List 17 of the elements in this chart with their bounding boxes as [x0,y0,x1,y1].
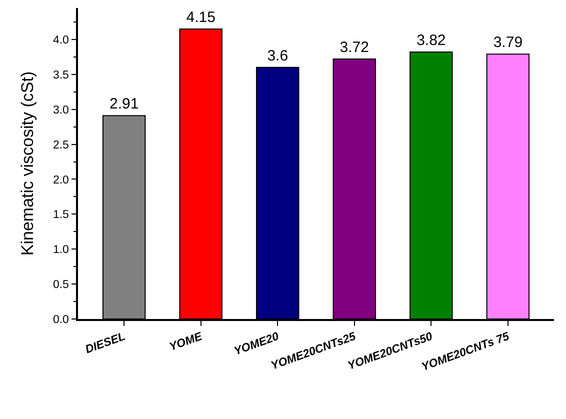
text: 0.0 [52,314,69,326]
data-label: 2.91 [109,96,139,113]
x-tick-label: YOME [168,330,204,354]
text: 4.0 [52,34,69,46]
data-label: 3.6 [267,47,288,64]
y-axis-title: Kinematic viscosity (cSt) [18,71,37,256]
data-label: 3.79 [493,34,523,52]
text: 2.0 [52,174,69,186]
text: 1.0 [52,244,69,256]
text: 1.5 [52,209,69,222]
text: 2.5 [52,139,69,152]
data-label: 4.15 [186,8,216,26]
text: 0.5 [52,279,69,292]
data-label: 3.72 [340,39,369,56]
text: 3.0 [52,104,69,116]
text: 3.5 [52,69,69,82]
data-label: 3.82 [416,32,446,50]
